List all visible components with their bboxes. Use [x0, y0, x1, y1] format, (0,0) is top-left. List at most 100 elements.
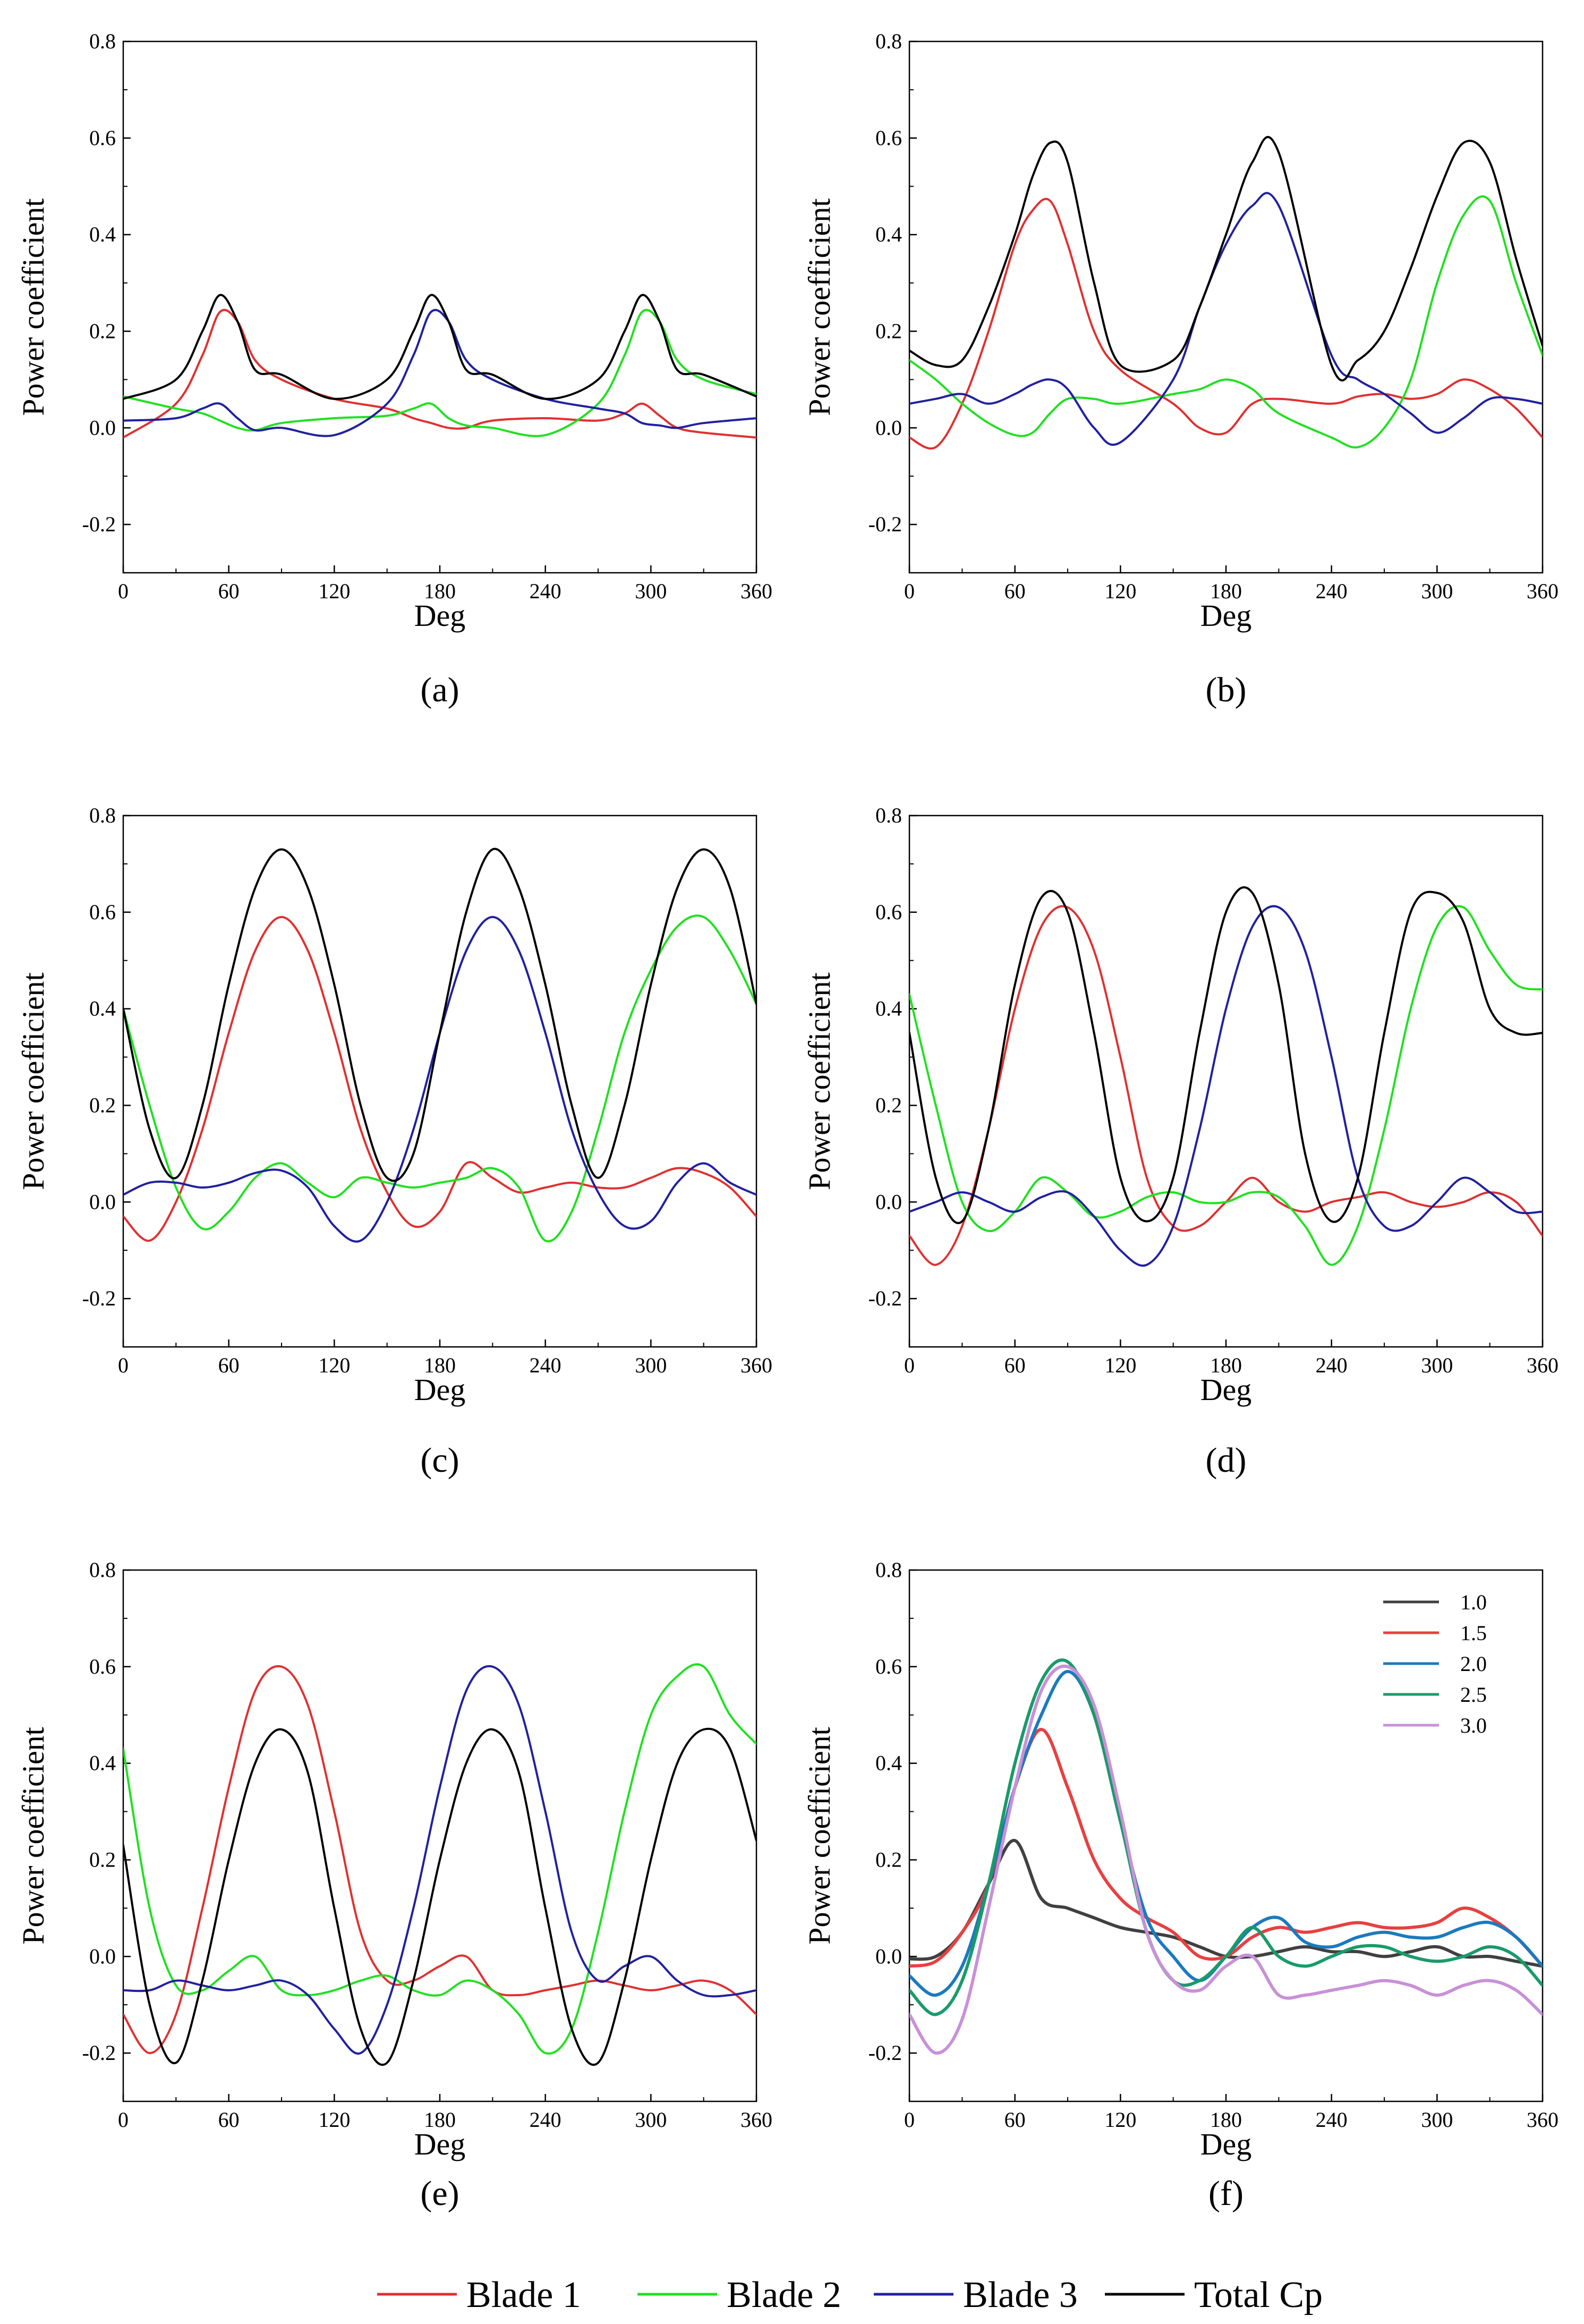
- panel-a-line-blade-1: [123, 309, 756, 439]
- panel-f-xtick-label: 60: [1004, 2108, 1026, 2132]
- panel-a-ytick-label: -0.2: [82, 512, 116, 536]
- panel-f-ytick-label: 0.6: [875, 1655, 902, 1678]
- panel-c-ytick-label: -0.2: [82, 1286, 116, 1310]
- panel-a-xtick-label: 60: [218, 579, 240, 603]
- panel-b-xlabel: Deg: [1200, 598, 1252, 633]
- panel-f-xtick-label: 180: [1210, 2108, 1242, 2132]
- panel-f: 0 60 120 180 240 300 360 -0.2 0.0 0.2 0.4 0.6 0.8 Deg…: [802, 1558, 1559, 2161]
- panel-e-ytick-label: 0.8: [89, 1558, 116, 1582]
- panel-b-line-total-cp: [909, 136, 1543, 381]
- panel-d: 0 60 120 180 240 300 360 -0.2 0.0 0.2 0.4 0.6 0.8 Deg…: [802, 803, 1559, 1407]
- panel-c-xtick-label: 180: [424, 1353, 456, 1377]
- panel-c-xtick-label: 360: [740, 1353, 772, 1377]
- panel-d-xtick-label: 240: [1316, 1353, 1348, 1377]
- panel-f-xtick-label: 120: [1104, 2108, 1136, 2132]
- panel-e-xtick-label: 240: [530, 2108, 561, 2132]
- panel-e-ytick-label: 0.6: [89, 1655, 116, 1678]
- panel-f-legend-label: 2.0: [1460, 1652, 1487, 1676]
- panel-label-d: (d): [1206, 1441, 1247, 1480]
- panel-a-xtick-label: 300: [635, 579, 667, 603]
- panel-f-xtick-label: 0: [904, 2108, 915, 2132]
- panel-e-xtick-label: 360: [740, 2108, 772, 2132]
- panel-b-ytick-label: 0.4: [875, 223, 902, 247]
- panel-f-ylabel: Power coefficient: [802, 1727, 837, 1945]
- panel-c-xtick-label: 240: [530, 1353, 561, 1377]
- panel-a: 0 60 120 180 240 300 360 -0.2 0.0 0.2 0.4 0.6 0.8 Deg…: [16, 29, 772, 633]
- main-legend: Blade 1 Blade 2 Blade 3 Total Cp: [377, 2275, 1323, 2315]
- panel-a-xlabel: Deg: [414, 598, 466, 633]
- panel-f-line-1-0: [909, 1839, 1543, 1968]
- panel-b-xtick-label: 360: [1527, 579, 1559, 603]
- panel-a-ytick-label: 0.8: [89, 29, 116, 53]
- panel-a-line-blade-2: [123, 309, 756, 437]
- panel-d-line-blade-1: [909, 905, 1543, 1266]
- panel-d-xtick-label: 120: [1104, 1353, 1136, 1377]
- panel-f-legend-label: 2.5: [1460, 1683, 1487, 1707]
- panel-b-ylabel: Power coefficient: [802, 198, 837, 416]
- panel-c: 0 60 120 180 240 300 360 -0.2 0.0 0.2 0.4 0.6 0.8 Deg…: [16, 803, 772, 1407]
- panel-f-xtick-label: 360: [1527, 2108, 1559, 2132]
- panel-c-line-blade-1: [123, 915, 756, 1242]
- panel-d-xtick-label: 360: [1527, 1353, 1559, 1377]
- panel-b-xtick-label: 180: [1210, 579, 1242, 603]
- panel-f-ytick-label: 0.8: [875, 1558, 902, 1582]
- panel-label-e: (e): [420, 2174, 459, 2213]
- panel-f-xtick-label: 240: [1316, 2108, 1348, 2132]
- panel-labels-group: (a) (b) (c) (d) (e) (f): [420, 671, 1246, 2213]
- panel-a-ytick-label: 0.4: [89, 223, 116, 247]
- panel-f-line-3-0: [909, 1664, 1543, 2055]
- panel-b-xtick-label: 300: [1421, 579, 1453, 603]
- panel-d-ylabel: Power coefficient: [802, 972, 837, 1190]
- panel-b-xtick-label: 60: [1004, 579, 1026, 603]
- panel-a-xtick-label: 180: [424, 579, 456, 603]
- legend-label: Blade 2: [727, 2275, 841, 2315]
- panel-b-xtick-label: 120: [1104, 579, 1136, 603]
- panel-c-xtick-label: 120: [318, 1353, 350, 1377]
- panel-d-xlabel: Deg: [1200, 1372, 1252, 1407]
- panel-e-series-group: [123, 1663, 756, 2066]
- panel-f-series-group: [909, 1658, 1543, 2055]
- legend-label: Total Cp: [1194, 2275, 1323, 2315]
- panel-d-frame: [908, 815, 1544, 1348]
- panel-b-series-group: [909, 136, 1543, 449]
- panel-e-ytick-label: 0.2: [89, 1847, 116, 1871]
- panel-b-ytick-label: 0.6: [875, 126, 902, 150]
- panel-a-xtick-label: 240: [530, 579, 561, 603]
- panel-c-ytick-label: 0.2: [89, 1093, 116, 1117]
- panel-b-ytick-label: 0.0: [875, 415, 902, 439]
- panel-d-ytick-label: 0.8: [875, 803, 902, 827]
- panel-c-ytick-label: 0.0: [89, 1190, 116, 1214]
- panel-d-line-blade-3: [909, 905, 1543, 1267]
- panel-d-ytick-label: 0.4: [875, 997, 902, 1021]
- panel-f-ytick-label: 0.0: [875, 1944, 902, 1968]
- panel-d-ytick-label: 0.0: [875, 1190, 902, 1214]
- panel-e: 0 60 120 180 240 300 360 -0.2 0.0 0.2 0.4 0.6 0.8 Deg…: [16, 1558, 772, 2161]
- panel-f-xtick-label: 300: [1421, 2108, 1453, 2132]
- panel-e-xtick-label: 120: [318, 2108, 350, 2132]
- panel-c-line-total-cp: [123, 847, 756, 1182]
- panel-c-series-group: [123, 847, 756, 1243]
- panel-d-ytick-label: 0.6: [875, 900, 902, 924]
- panel-a-line-total-cp: [123, 294, 756, 400]
- panel-e-ylabel: Power coefficient: [16, 1727, 50, 1945]
- panel-f-legend-label: 1.5: [1460, 1621, 1487, 1645]
- panel-label-b: (b): [1206, 671, 1247, 709]
- panel-d-series-group: [909, 886, 1543, 1267]
- panel-e-line-total-cp: [123, 1727, 756, 2066]
- panel-a-series-group: [123, 294, 756, 439]
- panel-b: 0 60 120 180 240 300 360 -0.2 0.0 0.2 0.4 0.6 0.8 Deg…: [802, 29, 1559, 633]
- panel-label-f: (f): [1208, 2174, 1244, 2213]
- panel-f-ytick-label: 0.2: [875, 1847, 902, 1871]
- panel-b-line-blade-2: [909, 195, 1543, 449]
- panel-a-ytick-label: 0.6: [89, 126, 116, 150]
- panel-c-frame: [122, 815, 757, 1348]
- panel-e-line-blade-2: [123, 1663, 756, 2055]
- legend-label: Blade 1: [466, 2275, 581, 2315]
- panel-b-frame: [908, 40, 1544, 574]
- panel-c-line-blade-3: [123, 915, 756, 1243]
- panel-e-line-blade-1: [123, 1665, 756, 2055]
- panel-c-line-blade-2: [123, 914, 756, 1243]
- panel-d-xtick-label: 0: [904, 1353, 915, 1377]
- panel-c-xtick-label: 0: [118, 1353, 129, 1377]
